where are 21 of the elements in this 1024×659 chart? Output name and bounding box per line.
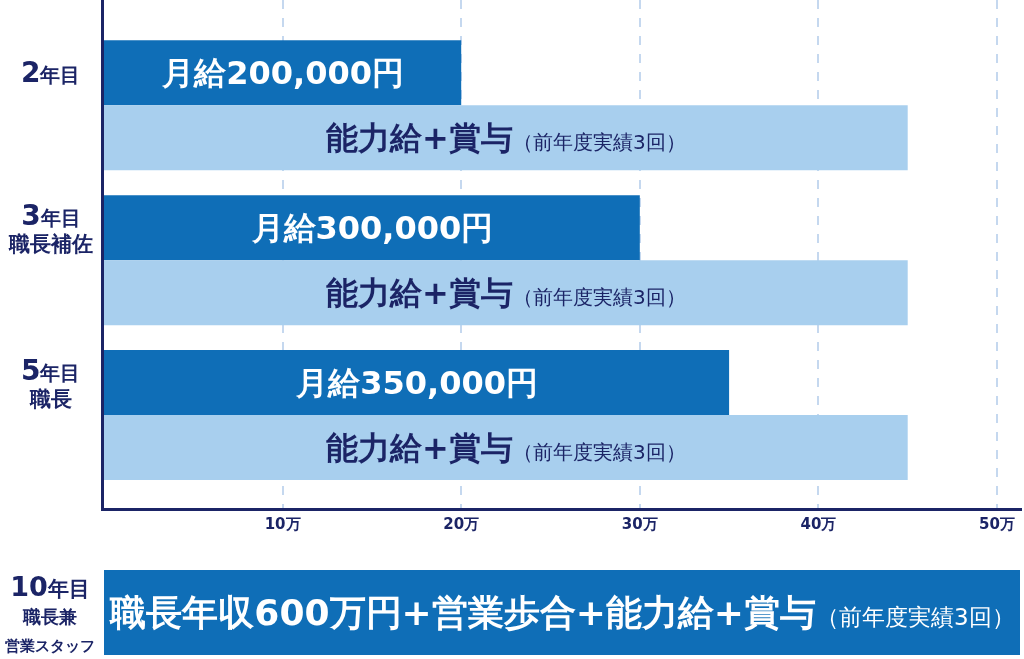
text: 10年目職長兼営業スタッフ — [5, 571, 95, 655]
text: 職長年収600万円+営業歩合+能力給+賞与（前年度実績3回） — [109, 592, 1015, 633]
y-tick-label: 3年目職長補佐 — [8, 199, 93, 256]
x-tick-label: 50万 — [979, 515, 1015, 533]
data-label: 月給350,000円 — [295, 363, 538, 402]
y-tick-label: 2年目 — [21, 56, 81, 89]
x-tick-label: 10万 — [264, 515, 301, 533]
y-tick-label: 5年目職長 — [21, 354, 81, 411]
bar — [104, 350, 730, 416]
bar — [104, 260, 908, 326]
bar — [104, 415, 908, 481]
x-tick-label: 30万 — [621, 515, 658, 533]
bar — [104, 195, 640, 261]
bar — [104, 105, 908, 171]
x-tick-label: 20万 — [443, 515, 480, 533]
data-label: 月給200,000円 — [161, 53, 404, 92]
data-label: 能力給+賞与（前年度実績3回） — [326, 118, 686, 157]
data-label: 能力給+賞与（前年度実績3回） — [326, 428, 686, 467]
x-tick-label: 40万 — [800, 515, 837, 533]
data-label: 能力給+賞与（前年度実績3回） — [326, 273, 686, 312]
data-label: 月給300,000円 — [250, 208, 494, 247]
